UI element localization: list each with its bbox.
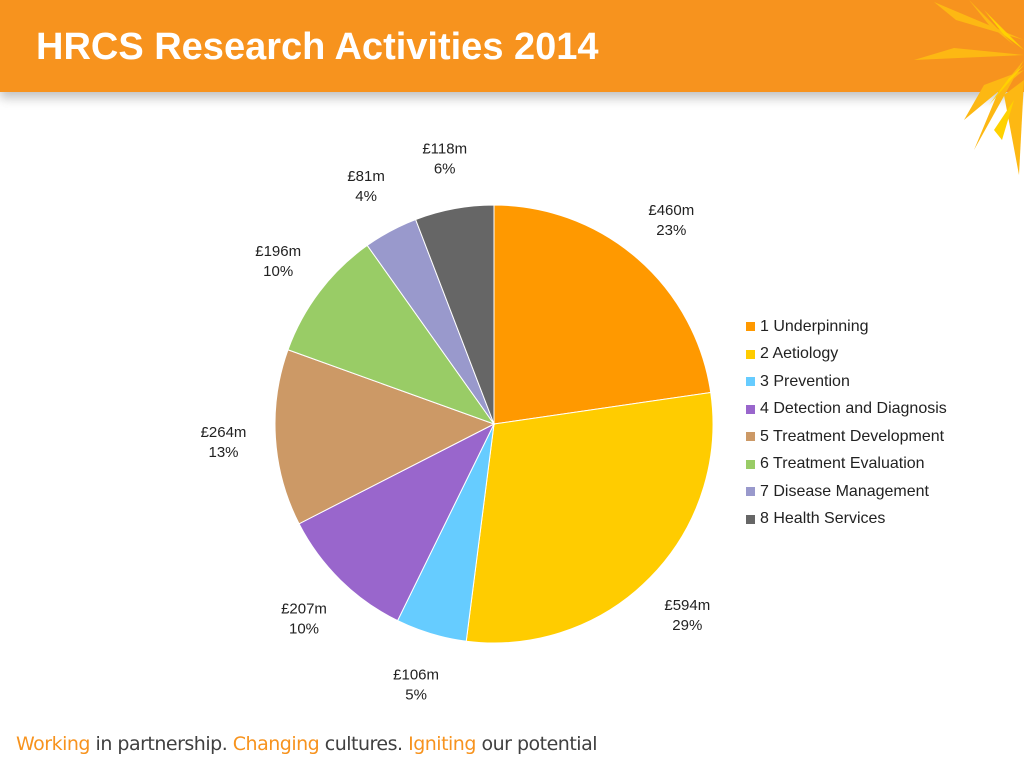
legend-swatch [746, 432, 755, 442]
legend-label: 8 Health Services [760, 510, 886, 528]
pie-slice-6 [287, 244, 496, 426]
pie-slice-2 [465, 391, 714, 644]
slice-label-7: £81m 4% [347, 168, 385, 205]
legend-label: 7 Disease Management [760, 482, 929, 500]
legend-item-4: 4 Detection and Diagnosis [746, 396, 947, 424]
legend-swatch [746, 514, 755, 524]
legend-swatch [746, 377, 755, 387]
legend-label: 5 Treatment Development [760, 427, 945, 445]
pie-slice-1 [493, 204, 712, 425]
footer-part-4: cultures. [319, 733, 409, 755]
slice-label-2: £594m 29% [664, 597, 710, 634]
legend-swatch [746, 404, 755, 414]
slice-label-6: £196m 10% [255, 243, 301, 280]
slice-label-4: £207m 10% [281, 600, 327, 637]
legend-label: 6 Treatment Evaluation [760, 455, 925, 473]
legend-label: 1 Underpinning [760, 317, 869, 335]
slice-label-8: £118m 6% [422, 141, 467, 178]
footer-part-1: Working [16, 733, 91, 755]
legend-item-7: 7 Disease Management [746, 478, 947, 506]
footer-part-2: in partnership. [90, 733, 233, 755]
legend-item-6: 6 Treatment Evaluation [746, 451, 947, 479]
legend-item-1: 1 Underpinning [746, 313, 947, 341]
slice-label-5: £264m 13% [201, 424, 247, 461]
legend: 1 Underpinning 2 Aetiology 3 Prevention 4 D… [746, 313, 947, 533]
legend-label: 2 Aetiology [760, 345, 839, 363]
footer-part-6: our potential [475, 733, 597, 755]
legend-item-3: 3 Prevention [746, 368, 947, 396]
sunburst-decoration [914, 0, 1024, 175]
footer-tagline: Working in partnership. Changing culture… [16, 733, 598, 755]
legend-item-2: 2 Aetiology [746, 341, 947, 369]
legend-label: 3 Prevention [760, 372, 850, 390]
page-title: HRCS Research Activities 2014 [36, 26, 599, 68]
legend-item-8: 8 Health Services [746, 506, 947, 534]
footer-part-5: Igniting [408, 733, 476, 755]
slice-label-1: £460m 23% [648, 202, 694, 239]
legend-label: 4 Detection and Diagnosis [760, 400, 947, 418]
legend-swatch [746, 349, 755, 359]
legend-swatch [746, 322, 755, 332]
legend-item-5: 5 Treatment Development [746, 423, 947, 451]
pie-slice-4 [298, 422, 496, 622]
footer-part-3: Changing [232, 733, 320, 755]
pie-slice-8 [414, 204, 495, 425]
legend-swatch [746, 459, 755, 469]
legend-swatch [746, 487, 755, 497]
slice-label-3: £106m 5% [393, 667, 439, 704]
header-band: HRCS Research Activities 2014 [0, 0, 1024, 92]
pie-slice-5 [274, 349, 496, 525]
